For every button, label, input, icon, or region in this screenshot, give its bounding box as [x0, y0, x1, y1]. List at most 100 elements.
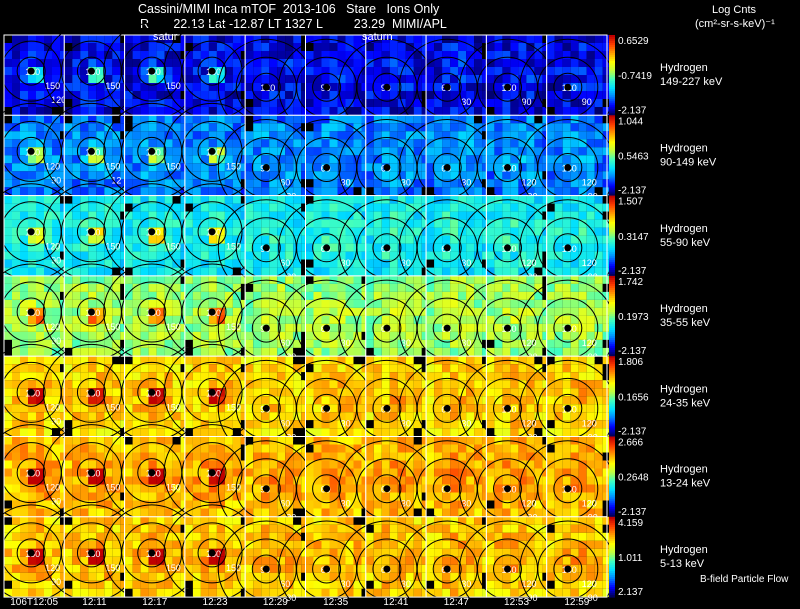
data-cell [156, 420, 165, 429]
data-cell [224, 59, 233, 67]
data-cell [192, 123, 201, 132]
data-cell [405, 139, 414, 148]
data-cell [156, 155, 165, 164]
data-cell [285, 444, 294, 453]
figure-title: Cassini/MIMI Inca mTOF 2013-106 Stare Io… [138, 2, 440, 16]
data-cell [329, 500, 338, 509]
data-cell [518, 83, 527, 91]
data-cell [232, 195, 241, 204]
data-cell [253, 492, 262, 501]
data-cell [104, 211, 113, 220]
data-cell [208, 251, 217, 260]
data-cell [88, 243, 97, 252]
data-cell [156, 35, 165, 43]
data-cell [526, 179, 535, 188]
data-cell [293, 195, 302, 204]
data-cell [305, 35, 314, 43]
data-cell [224, 404, 233, 413]
data-cell [140, 484, 149, 493]
data-cell [502, 259, 511, 268]
data-cell [96, 339, 105, 348]
data-cell [224, 171, 233, 180]
data-cell [140, 99, 149, 107]
contour-label: 30 [461, 338, 471, 348]
data-cell [164, 428, 173, 437]
data-cell [397, 347, 406, 356]
data-cell [458, 235, 467, 244]
data-cell [293, 420, 302, 429]
data-cell [200, 75, 209, 83]
data-cell [124, 59, 133, 67]
data-cell [321, 347, 330, 356]
data-cell [80, 195, 89, 204]
data-cell [28, 75, 36, 83]
data-cell [586, 179, 595, 188]
data-cell [474, 396, 483, 405]
data-cell [88, 444, 97, 453]
data-cell [578, 163, 587, 172]
data-cell [72, 163, 81, 172]
data-cell [526, 99, 535, 107]
data-cell [44, 484, 52, 493]
data-cell [277, 235, 286, 244]
contour-label: 30 [461, 177, 471, 187]
flow-direction-marker [27, 67, 35, 75]
data-cell [44, 187, 52, 196]
data-cell [285, 115, 294, 124]
data-cell [285, 468, 294, 477]
data-cell [458, 187, 467, 196]
data-cell [64, 139, 73, 148]
data-cell [474, 211, 483, 220]
data-cell [88, 155, 97, 164]
data-cell [28, 404, 36, 413]
data-cell [389, 219, 398, 228]
data-cell [64, 315, 73, 324]
data-cell [546, 163, 555, 172]
data-cell [245, 412, 254, 421]
data-cell [156, 163, 165, 172]
data-cell [337, 291, 346, 300]
data-cell [232, 299, 241, 308]
data-cell [132, 139, 141, 148]
contour-line [432, 313, 462, 343]
data-cell [389, 179, 398, 188]
data-cell [353, 115, 362, 124]
data-cell [156, 275, 165, 284]
data-cell [426, 347, 435, 356]
data-cell [534, 123, 543, 132]
data-cell [253, 139, 262, 148]
data-cell [313, 283, 322, 292]
data-cell [554, 203, 563, 212]
data-cell [442, 131, 451, 140]
data-cell [313, 123, 322, 132]
data-cell [44, 171, 52, 180]
data-cell [164, 35, 173, 43]
data-cell [510, 347, 519, 356]
data-cell [156, 43, 165, 51]
data-cell [434, 187, 443, 196]
data-cell [164, 187, 173, 196]
data-cell [172, 203, 181, 212]
data-cell [20, 235, 28, 244]
data-cell [337, 347, 346, 356]
data-cell [510, 251, 519, 260]
data-cell [72, 275, 81, 284]
data-cell [426, 396, 435, 405]
data-cell [96, 243, 105, 252]
data-cell [486, 388, 495, 397]
data-cell [208, 59, 217, 67]
data-cell [405, 51, 414, 59]
data-cell [184, 91, 193, 99]
data-cell [466, 275, 475, 284]
data-cell [546, 404, 555, 413]
data-cell [337, 492, 346, 501]
data-cell [586, 412, 595, 421]
data-cell [64, 35, 73, 43]
data-cell [28, 131, 36, 140]
data-cell [293, 404, 302, 413]
data-cell [337, 107, 346, 115]
data-cell [4, 195, 12, 204]
data-cell [502, 267, 511, 276]
flow-direction-marker [443, 163, 451, 171]
